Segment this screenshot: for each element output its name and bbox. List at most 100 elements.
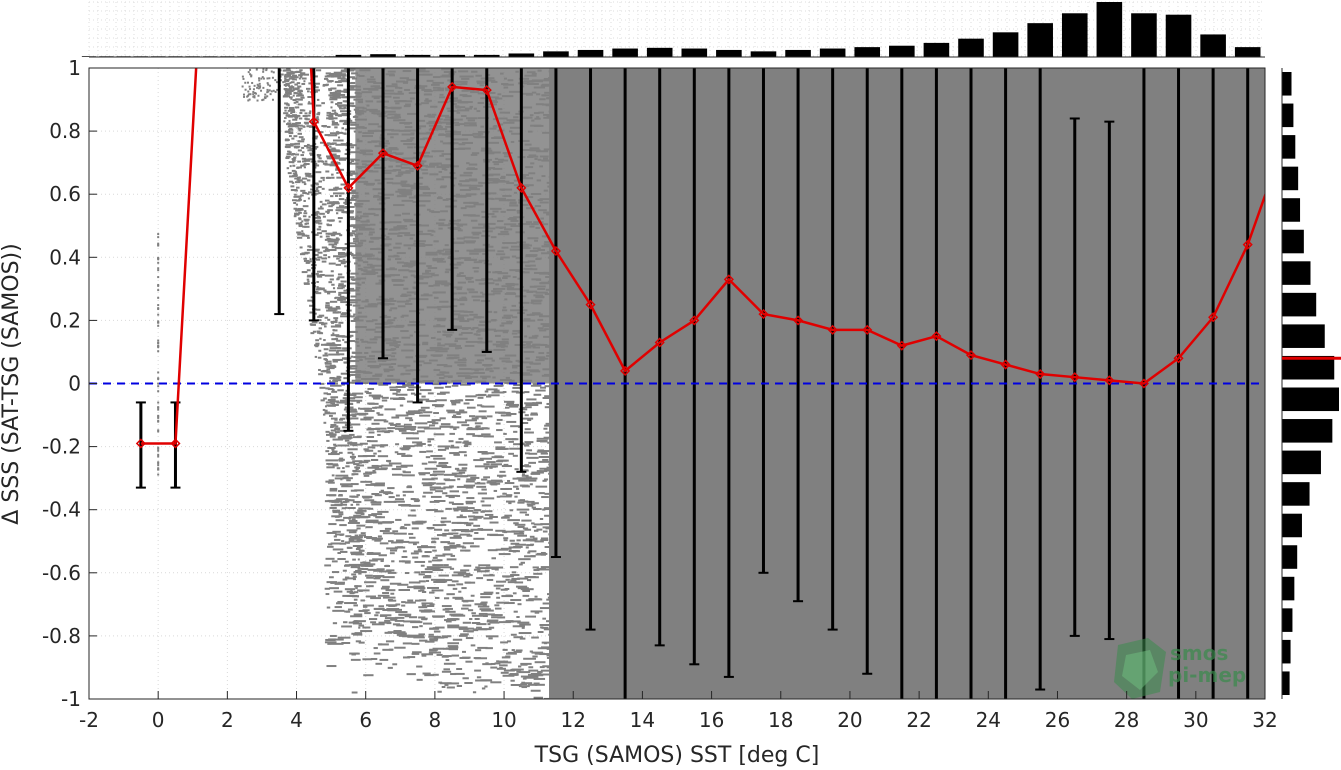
scatter-point xyxy=(518,479,526,482)
scatter-point xyxy=(287,172,292,175)
scatter-point xyxy=(459,533,471,536)
scatter-point xyxy=(312,135,319,138)
scatter-point xyxy=(338,321,344,324)
scatter-point xyxy=(408,581,419,584)
scatter-point xyxy=(326,531,337,534)
scatter-point xyxy=(428,633,434,636)
scatter-point xyxy=(525,404,539,407)
scatter-point xyxy=(283,120,286,123)
scatter-point xyxy=(324,134,331,137)
scatter-point xyxy=(289,108,295,111)
scatter-point xyxy=(508,549,519,552)
scatter-point xyxy=(390,592,395,595)
scatter-point xyxy=(546,466,558,469)
scatter-point xyxy=(539,517,544,520)
scatter-point xyxy=(262,68,265,71)
scatter-point xyxy=(357,311,362,314)
scatter-point xyxy=(308,175,313,178)
scatter-point xyxy=(341,642,351,645)
scatter-point xyxy=(466,406,476,409)
scatter-point xyxy=(533,569,540,572)
scatter-point xyxy=(294,106,300,109)
scatter-point xyxy=(545,288,557,291)
scatter-point xyxy=(324,409,328,412)
scatter-point xyxy=(338,311,342,314)
scatter-point xyxy=(454,597,464,600)
scatter-point xyxy=(357,558,360,561)
scatter-point xyxy=(304,210,307,213)
scatter-point xyxy=(356,211,362,214)
scatter-point xyxy=(347,423,361,426)
scatter-point xyxy=(504,602,515,605)
scatter-point xyxy=(349,652,359,655)
scatter-point xyxy=(358,641,365,644)
scatter-point xyxy=(409,616,418,619)
scatter-point xyxy=(338,157,345,160)
scatter-point xyxy=(432,627,438,630)
scatter-point xyxy=(446,686,455,689)
x-tick-label: 12 xyxy=(561,708,586,732)
scatter-point xyxy=(293,101,297,104)
scatter-point xyxy=(332,360,338,363)
scatter-point xyxy=(361,568,369,571)
scatter-point xyxy=(314,164,320,167)
scatter-point xyxy=(350,123,359,126)
scatter-point xyxy=(543,697,554,699)
scatter-point xyxy=(333,308,338,311)
scatter-point xyxy=(243,95,246,98)
scatter-point xyxy=(443,478,450,481)
scatter-point xyxy=(318,321,324,324)
scatter-point xyxy=(353,652,360,655)
scatter-point xyxy=(510,673,519,676)
scatter-point xyxy=(355,640,362,643)
scatter-point xyxy=(322,162,328,165)
scatter-point xyxy=(472,691,477,694)
scatter-point xyxy=(329,576,334,579)
scatter-point xyxy=(548,463,558,466)
scatter-point xyxy=(366,552,380,555)
scatter-point xyxy=(364,612,371,615)
scatter-point xyxy=(316,308,321,311)
scatter-point xyxy=(416,581,421,584)
scatter-point xyxy=(298,98,303,101)
scatter-point xyxy=(313,253,319,256)
scatter-point xyxy=(318,314,325,317)
scatter-point xyxy=(303,145,309,148)
scatter-point xyxy=(356,466,361,469)
scatter-point xyxy=(475,415,486,418)
scatter-point xyxy=(347,172,357,175)
scatter-point xyxy=(315,258,321,261)
scatter-point xyxy=(525,513,530,516)
scatter-point xyxy=(315,216,322,219)
scatter-point xyxy=(461,469,465,472)
scatter-point xyxy=(349,232,352,235)
scatter-point xyxy=(303,166,306,169)
x-tick-label: 32 xyxy=(1252,708,1277,732)
scatter-point xyxy=(377,510,389,513)
scatter-point xyxy=(439,391,450,394)
scatter-point xyxy=(546,598,558,601)
scatter-point xyxy=(532,402,542,405)
x-tick-label: 10 xyxy=(491,708,516,732)
scatter-point xyxy=(329,72,339,75)
scatter-point xyxy=(349,276,355,279)
scatter-point xyxy=(377,413,384,416)
scatter-point xyxy=(459,656,470,659)
scatter-point xyxy=(420,564,425,567)
scatter-point xyxy=(535,485,548,488)
scatter-point xyxy=(330,142,335,145)
scatter-point xyxy=(484,513,494,516)
scatter-point xyxy=(548,472,555,475)
scatter-point xyxy=(333,91,337,94)
scatter-point xyxy=(502,447,509,450)
scatter-point xyxy=(466,534,473,537)
scatter-point xyxy=(489,573,494,576)
scatter-point xyxy=(522,527,529,530)
scatter-point xyxy=(294,116,298,119)
scatter-point xyxy=(371,513,383,516)
scatter-point xyxy=(538,492,545,495)
scatter-point xyxy=(418,606,428,609)
scatter-point xyxy=(337,515,341,518)
scatter-point xyxy=(305,234,310,237)
logo-line1: smos xyxy=(1170,641,1228,665)
